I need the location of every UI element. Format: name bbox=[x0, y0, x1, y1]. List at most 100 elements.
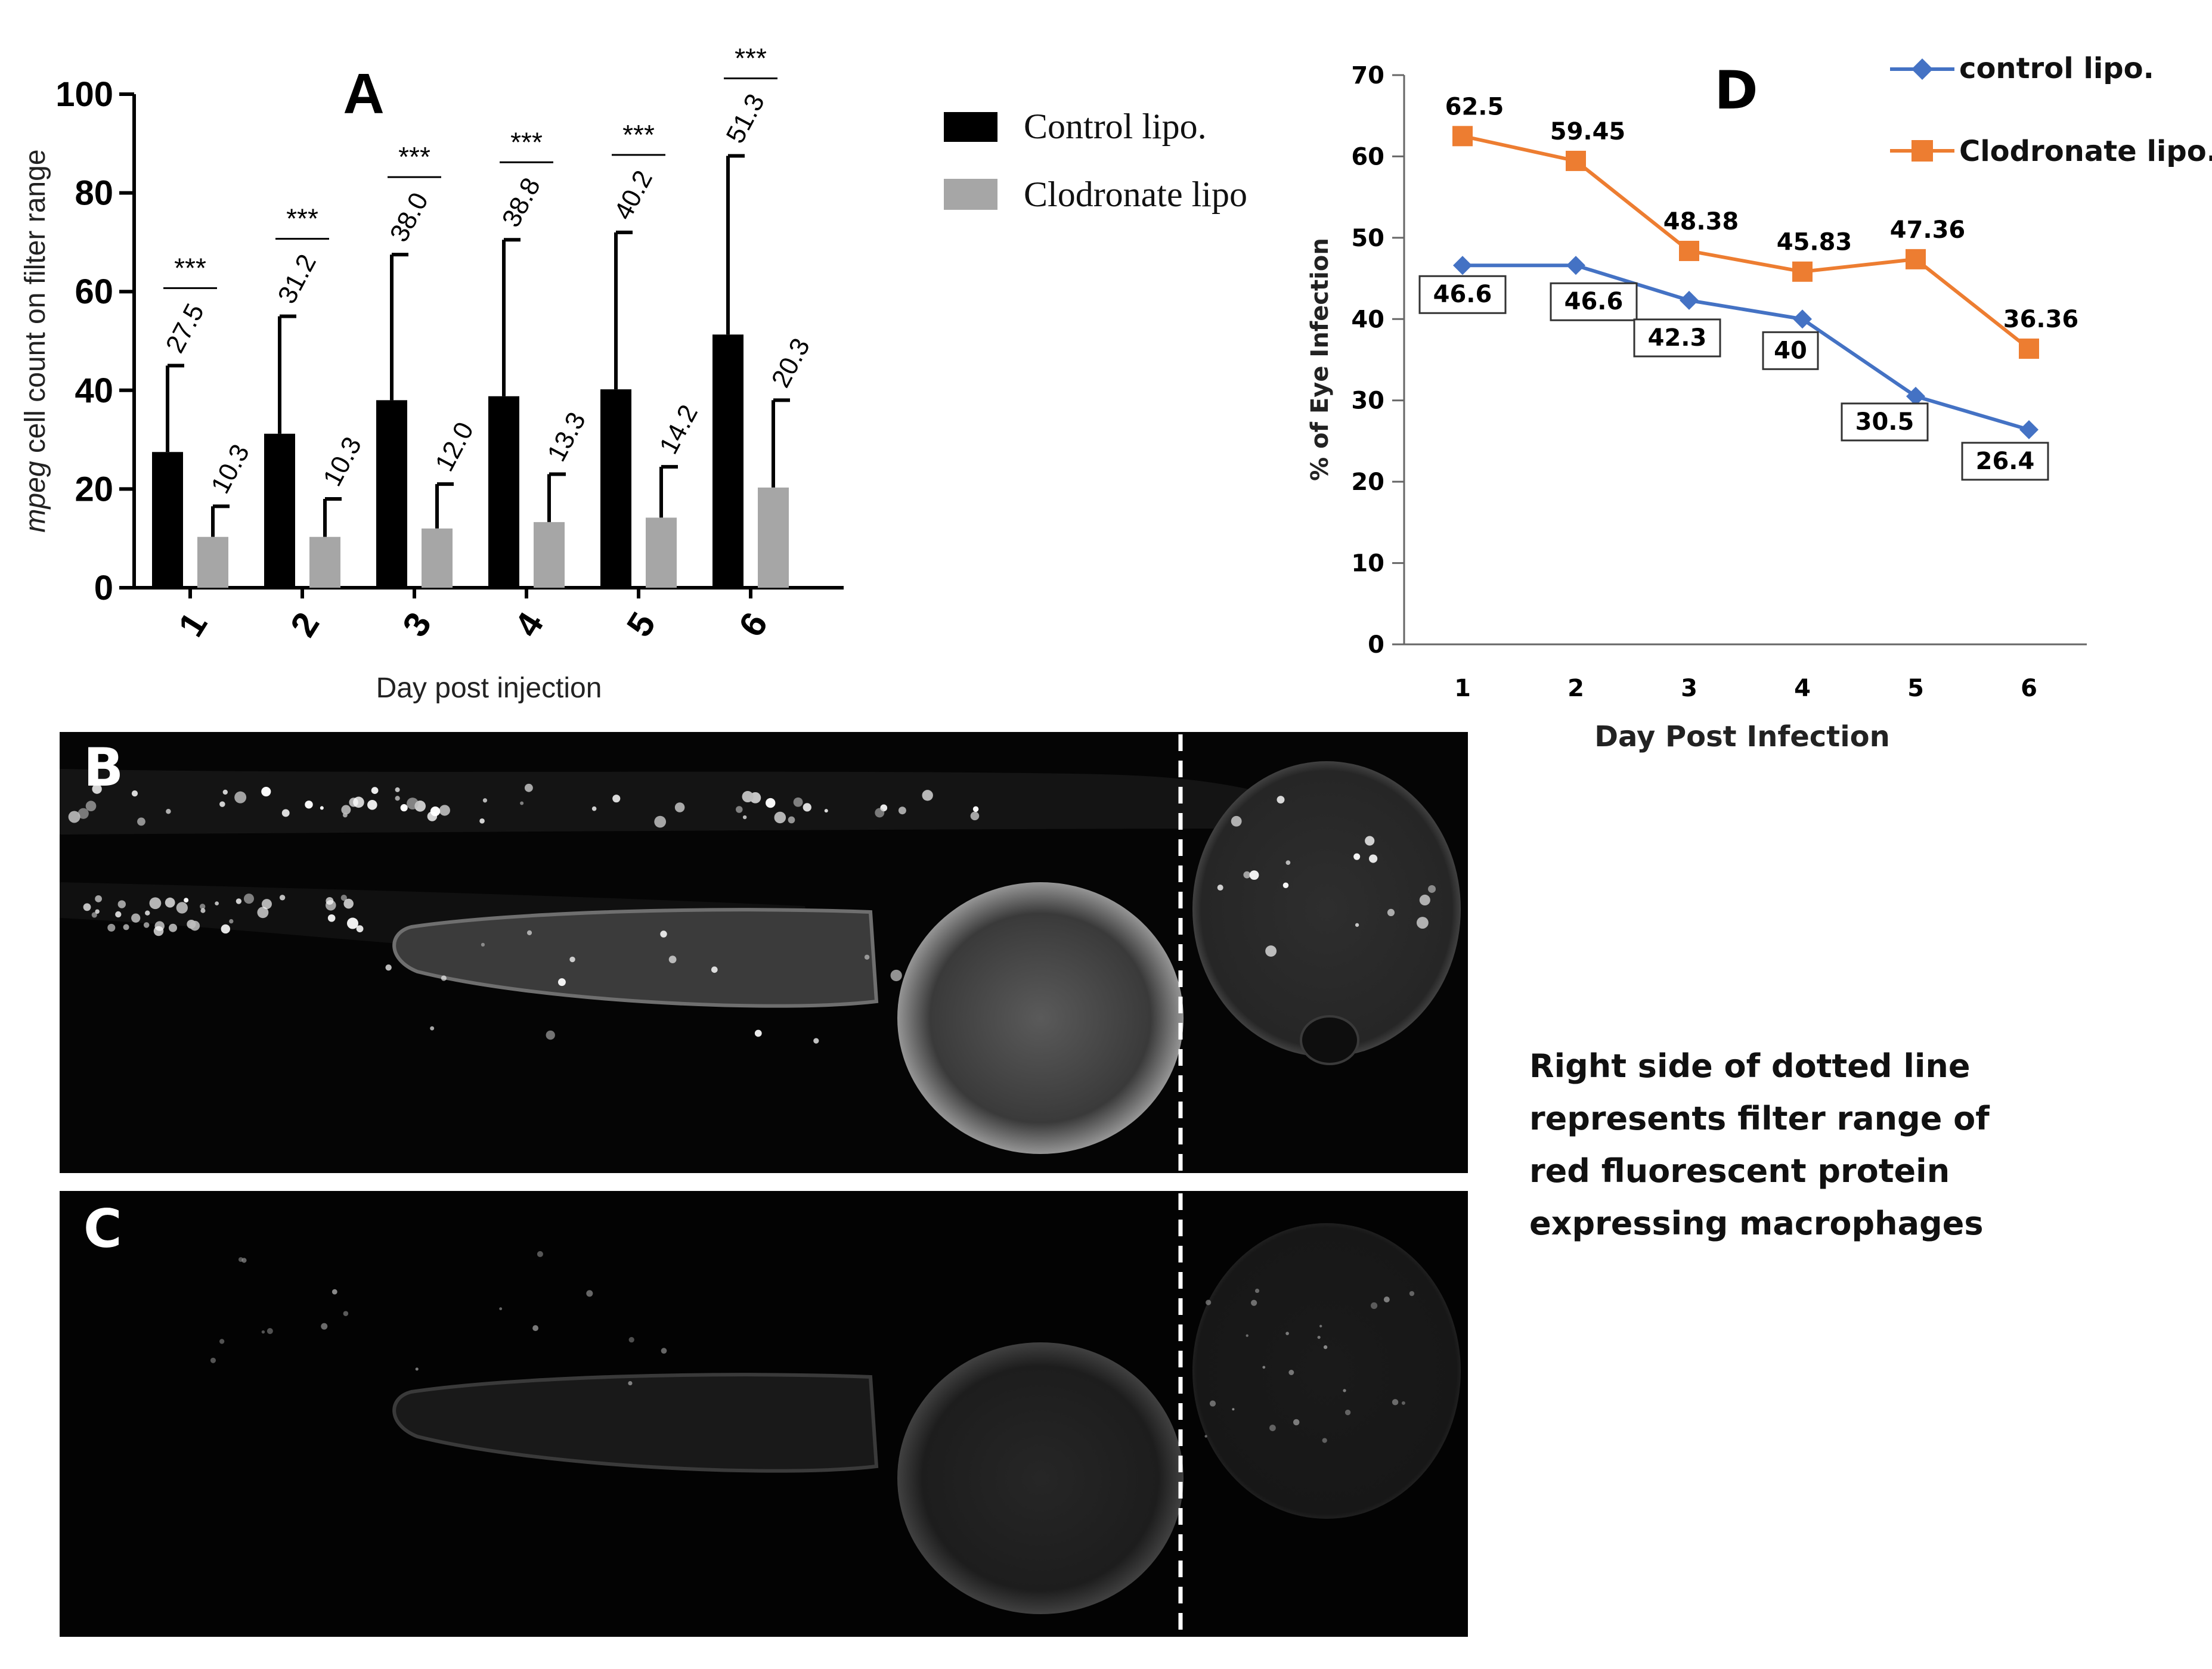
a-data-label: 12.0 bbox=[430, 417, 479, 476]
d-point-control bbox=[1793, 309, 1812, 329]
macrophage-spot bbox=[115, 911, 122, 918]
macrophage-spot bbox=[524, 783, 533, 792]
macrophage-spot bbox=[1392, 1399, 1399, 1406]
a-data-label: 20.3 bbox=[766, 333, 816, 392]
macrophage-spot bbox=[343, 1311, 349, 1316]
macrophage-spot bbox=[200, 908, 206, 913]
a-data-label: 10.3 bbox=[318, 432, 367, 491]
a-y-tick-label: 40 bbox=[75, 371, 113, 410]
d-y-tick-label: 30 bbox=[1351, 387, 1384, 415]
macrophage-spot bbox=[176, 902, 188, 914]
macrophage-spot bbox=[628, 1381, 633, 1386]
a-data-label: 27.5 bbox=[160, 299, 210, 358]
macrophage-spot bbox=[117, 900, 126, 908]
macrophage-spot bbox=[479, 818, 485, 824]
a-data-label: 13.3 bbox=[542, 408, 591, 467]
macrophage-spot bbox=[332, 1289, 337, 1295]
macrophage-spot bbox=[742, 791, 754, 803]
macrophage-spot bbox=[407, 798, 419, 809]
d-x-tick-label: 1 bbox=[1454, 675, 1471, 702]
macrophage-spot bbox=[320, 806, 324, 810]
panel-b-label: B bbox=[83, 737, 123, 798]
macrophage-spot bbox=[145, 910, 150, 916]
macrophage-spot bbox=[1365, 836, 1375, 846]
macrophage-spot bbox=[340, 894, 347, 901]
macrophage-spot bbox=[385, 964, 392, 971]
panel-a-legend: Control lipo. Clodronate lipo bbox=[944, 107, 1247, 214]
macrophage-spot bbox=[137, 817, 145, 826]
macrophage-spot bbox=[85, 801, 97, 812]
macrophage-spot bbox=[123, 924, 129, 930]
d-data-label-clodronate: 47.36 bbox=[1890, 216, 1966, 244]
macrophage-spot bbox=[1243, 871, 1251, 879]
macrophage-spot bbox=[95, 909, 100, 914]
d-data-label-box-control bbox=[1762, 331, 1819, 370]
macrophage-spot bbox=[305, 801, 313, 809]
a-x-tick-label: 2 bbox=[283, 606, 327, 644]
macrophage-spot bbox=[1231, 815, 1242, 827]
macrophage-spot bbox=[353, 796, 364, 808]
macrophage-spot bbox=[78, 808, 89, 819]
macrophage-spot bbox=[864, 954, 870, 960]
macrophage-spot bbox=[532, 1325, 539, 1332]
a-x-tick-label: 5 bbox=[619, 606, 664, 644]
macrophage-spot bbox=[654, 815, 667, 828]
d-y-tick-label: 10 bbox=[1351, 550, 1384, 578]
d-data-label-clodronate: 36.36 bbox=[2003, 306, 2079, 333]
a-data-label: 31.2 bbox=[272, 250, 322, 309]
macrophage-spot bbox=[754, 1029, 762, 1037]
macrophage-spot bbox=[1343, 1389, 1346, 1392]
macrophage-spot bbox=[184, 898, 189, 903]
macrophage-spot bbox=[1265, 945, 1277, 957]
macrophage-spot bbox=[569, 956, 575, 963]
a-data-label: 40.2 bbox=[609, 166, 658, 225]
a-data-label: 38.8 bbox=[497, 173, 546, 232]
macrophage-spot bbox=[1317, 1336, 1321, 1339]
macrophage-spot bbox=[1277, 796, 1285, 804]
d-data-label-control: 46.6 bbox=[1564, 288, 1624, 315]
a-data-label: 10.3 bbox=[206, 439, 255, 498]
d-point-clodronate bbox=[1792, 261, 1813, 282]
macrophage-spot bbox=[1370, 1302, 1378, 1310]
d-data-label-box-control bbox=[1418, 275, 1507, 314]
d-data-label-clodronate: 45.83 bbox=[1777, 229, 1852, 256]
macrophage-spot bbox=[219, 1339, 225, 1344]
d-data-label-control: 26.4 bbox=[1976, 448, 2035, 475]
macrophage-spot bbox=[668, 956, 677, 963]
legend-label-clodronate: Clodronate lipo bbox=[1024, 175, 1247, 214]
macrophage-spot bbox=[1262, 1366, 1266, 1369]
d-series-line-clodronate bbox=[1462, 134, 2030, 350]
a-bar bbox=[534, 522, 565, 588]
macrophage-spot bbox=[890, 969, 902, 982]
d-point-clodronate bbox=[1906, 249, 1926, 269]
macrophage-spot bbox=[661, 1348, 667, 1354]
macrophage-spot bbox=[439, 805, 450, 816]
d-point-clodronate bbox=[2019, 338, 2039, 359]
macrophage-spot bbox=[427, 811, 438, 821]
macrophage-spot bbox=[1288, 1370, 1294, 1375]
macrophage-spot bbox=[922, 790, 933, 801]
macrophage-spot bbox=[1428, 885, 1436, 893]
macrophage-spot bbox=[261, 786, 271, 797]
a-y-axis-label-rest: cell count on filter range bbox=[20, 149, 51, 461]
macrophage-spot bbox=[221, 924, 230, 934]
macrophage-spot bbox=[68, 811, 80, 823]
macrophage-spot bbox=[400, 804, 408, 812]
larva-b-trunk bbox=[60, 769, 1264, 834]
macrophage-spot bbox=[236, 898, 242, 904]
d-point-clodronate bbox=[1566, 150, 1586, 171]
macrophage-spot bbox=[441, 975, 447, 981]
d-data-label-box-control bbox=[1841, 402, 1929, 442]
macrophage-spot bbox=[628, 1337, 634, 1343]
panel-d-line-chart: 0 10 20 30 40 50 60 70 1 2 3 4 5 6 62.5 59.45 48.38 45.… bbox=[1306, 60, 2087, 753]
panel-c-label: C bbox=[83, 1198, 122, 1259]
legend-label-clodronate-d: Clodronate lipo. bbox=[1959, 135, 2212, 168]
macrophage-spot bbox=[367, 799, 377, 810]
macrophage-spot bbox=[327, 914, 336, 922]
macrophage-spot bbox=[131, 913, 141, 923]
a-bar bbox=[600, 389, 631, 588]
a-significance-stars: *** bbox=[398, 141, 430, 172]
d-y-tick-label: 60 bbox=[1351, 143, 1384, 170]
macrophage-spot bbox=[1322, 1438, 1327, 1443]
